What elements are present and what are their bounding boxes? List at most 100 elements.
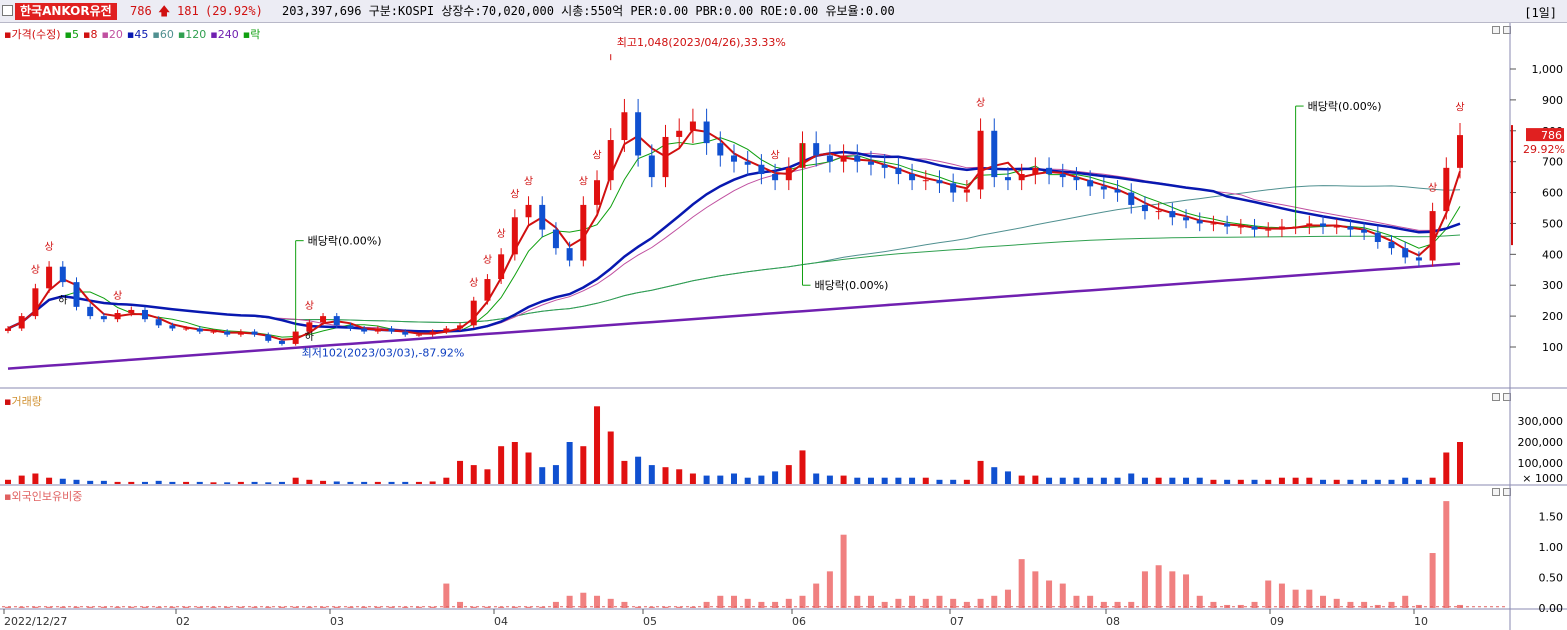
foreign-bar: [443, 583, 450, 608]
foreign-bar: [278, 606, 285, 608]
foreign-bar: [429, 606, 436, 608]
volume-bar: [854, 477, 861, 484]
volume-bar: [813, 473, 820, 484]
foreign-bar: [689, 606, 696, 608]
foreign-bar: [1278, 583, 1285, 608]
candle: [237, 331, 244, 335]
legend-item[interactable]: ▪60: [152, 28, 174, 41]
select-checkbox[interactable]: [2, 5, 13, 16]
volume-bar: [1018, 475, 1025, 484]
volume-bar: [128, 481, 135, 484]
candle: [1429, 211, 1436, 261]
candle: [1141, 204, 1148, 212]
candle: [867, 161, 874, 165]
legend-item[interactable]: ▪240: [210, 28, 239, 41]
legend-item[interactable]: ▪5: [64, 28, 79, 41]
dividend-label: 배당락(0.00%): [308, 235, 382, 248]
legend-item[interactable]: ▪120: [177, 28, 207, 41]
volume-bar: [1114, 477, 1121, 484]
candle: [306, 322, 313, 332]
candle: [1402, 248, 1409, 258]
foreign-bar: [1265, 580, 1272, 608]
foreign-bar: [374, 606, 381, 608]
stock-chart[interactable]: 1,00090080070060050040030020010078629.92…: [0, 23, 1567, 630]
volume-bar: [1237, 479, 1244, 484]
volume-bar: [1278, 477, 1285, 484]
foreign-bar: [895, 598, 902, 608]
candle: [840, 155, 847, 162]
volume-bar: [347, 481, 354, 484]
candle: [539, 204, 546, 230]
volume-bar: [1196, 477, 1203, 484]
candle: [1059, 174, 1066, 178]
limit-up-mark: 상: [1428, 182, 1437, 194]
legend-item[interactable]: ▪45: [126, 28, 149, 41]
foreign-legend-label: 외국인보유비중: [11, 490, 83, 503]
minimize-pane-button[interactable]: [1492, 26, 1500, 34]
candle: [1169, 211, 1176, 218]
limit-up-mark: 상: [1455, 102, 1464, 114]
volume-bar: [607, 431, 614, 484]
limit-up-mark: 상: [31, 264, 40, 276]
volume-bar: [1169, 477, 1176, 484]
candle: [1333, 226, 1340, 228]
stock-name[interactable]: 한국ANKOR유전: [15, 3, 117, 20]
candle: [922, 180, 929, 182]
low-annotation: 최저102(2023/03/03),-87.92%: [302, 346, 465, 359]
candle: [1320, 223, 1327, 227]
foreign-bar: [648, 606, 655, 608]
candle: [566, 248, 573, 261]
minimize-pane-button[interactable]: [1492, 393, 1500, 401]
candle: [1100, 186, 1107, 190]
volume-bar: [306, 479, 313, 484]
candle: [1046, 167, 1053, 175]
candle: [895, 167, 902, 175]
volume-bar: [59, 478, 66, 484]
candle: [5, 328, 11, 331]
candle: [415, 334, 422, 336]
legend-item[interactable]: ▪20: [101, 28, 123, 41]
volume-bar: [1347, 479, 1354, 484]
volume-bar: [265, 482, 272, 484]
period-selector[interactable]: [1일]: [1524, 6, 1557, 20]
candle: [607, 140, 614, 181]
legend-item[interactable]: ▪락: [242, 28, 261, 41]
foreign-bar: [785, 598, 792, 608]
candle: [59, 266, 66, 283]
foreign-bar: [333, 606, 340, 608]
candle: [991, 130, 998, 178]
foreign-bar: [1100, 601, 1107, 608]
volume-bar: [251, 481, 258, 484]
volume-tick-label: 200,000: [1518, 436, 1564, 449]
candle: [347, 325, 354, 329]
foreign-bar: [991, 595, 998, 608]
foreign-tick-label: 1.00: [1539, 541, 1564, 554]
foreign-bar: [1402, 595, 1409, 608]
candle: [388, 328, 395, 332]
volume-bar: [292, 477, 299, 484]
minimize-pane-button[interactable]: [1492, 488, 1500, 496]
volume-bar: [895, 477, 902, 484]
legend-item[interactable]: ▪가격(수정): [4, 28, 61, 41]
foreign-bar: [813, 583, 820, 608]
candle: [977, 130, 984, 190]
limit-up-mark: 상: [770, 149, 779, 161]
volume-bar: [443, 477, 450, 484]
foreign-bar: [155, 606, 162, 608]
foreign-bar: [662, 606, 669, 608]
candle: [1128, 192, 1135, 205]
foreign-bar: [936, 595, 943, 608]
ma60-line: [7, 185, 1461, 329]
limit-up-mark: 상: [44, 241, 53, 253]
price-tag-label: 786: [1541, 129, 1562, 142]
volume-bar: [87, 480, 94, 484]
foreign-bar: [511, 606, 518, 608]
legend-item[interactable]: ▪8: [83, 28, 98, 41]
volume-bar: [320, 480, 327, 484]
candle: [210, 331, 217, 333]
volume-bar: [374, 481, 381, 484]
volume-bar: [18, 475, 25, 484]
volume-bar: [278, 481, 285, 484]
volume-bar: [1361, 479, 1368, 484]
foreign-bar: [251, 606, 258, 608]
